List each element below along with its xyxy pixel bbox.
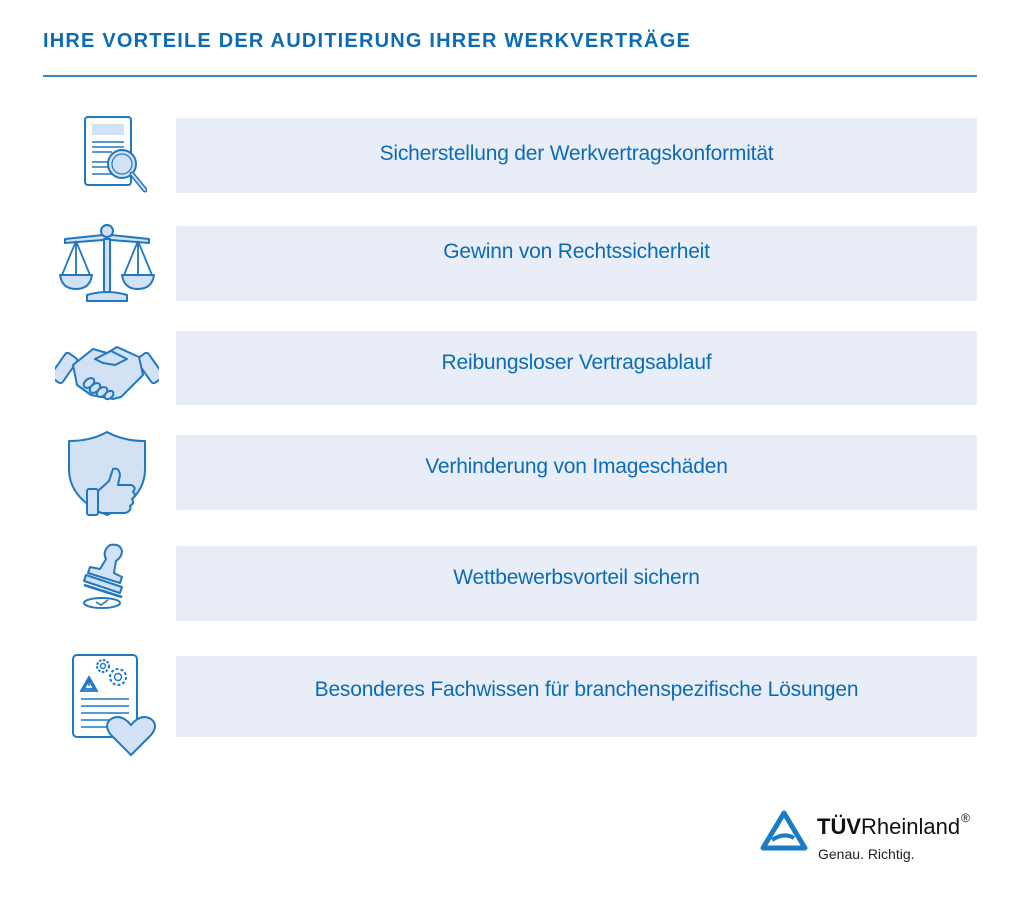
tuv-rheinland-logo: TÜVRheinland® Genau. Richtig. <box>760 800 990 880</box>
registered-mark: ® <box>961 811 970 825</box>
handshake-icon <box>52 330 162 410</box>
logo-brand-regular: Rheinland <box>861 814 961 839</box>
title-divider <box>43 75 977 77</box>
benefit-box: Verhinderung von Imageschäden <box>176 435 977 510</box>
tuv-triangle-logo-icon <box>760 810 808 851</box>
benefit-label: Besonderes Fachwissen für branchenspezif… <box>314 678 859 701</box>
benefit-label: Verhinderung von Imageschäden <box>425 455 728 478</box>
shield-thumbs-up-icon <box>52 428 162 518</box>
benefit-label: Wettbewerbsvorteil sichern <box>453 566 700 589</box>
scales-of-justice-icon <box>52 218 162 310</box>
benefit-box: Besonderes Fachwissen für branchenspezif… <box>176 656 977 737</box>
benefit-box: Wettbewerbsvorteil sichern <box>176 546 977 621</box>
benefit-label: Reibungsloser Vertragsablauf <box>441 351 712 374</box>
page-title: IHRE VORTEILE DER AUDITIERUNG IHRER WERK… <box>43 30 692 52</box>
document-gears-heart-icon <box>52 650 162 760</box>
benefit-label: Gewinn von Rechtssicherheit <box>443 240 710 263</box>
logo-brand-bold: TÜV <box>817 814 861 839</box>
benefit-box: Reibungsloser Vertragsablauf <box>176 331 977 405</box>
logo-tagline: Genau. Richtig. <box>818 846 915 862</box>
logo-brand: TÜVRheinland® <box>817 811 970 840</box>
document-magnifier-icon <box>52 112 162 202</box>
benefit-label: Sicherstellung der Werkvertragskonformit… <box>379 142 774 165</box>
benefit-box: Gewinn von Rechtssicherheit <box>176 226 977 301</box>
benefit-box: Sicherstellung der Werkvertragskonformit… <box>176 118 977 193</box>
stamp-icon <box>52 540 162 612</box>
